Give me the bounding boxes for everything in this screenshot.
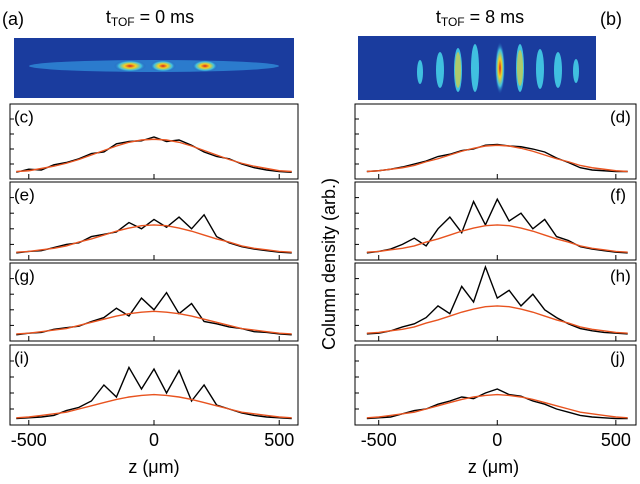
data-line bbox=[366, 224, 628, 253]
x-axis-label: z (μm) bbox=[128, 457, 179, 477]
image-title: tTOF = 8 ms bbox=[436, 7, 524, 29]
data-line bbox=[366, 305, 628, 334]
title-sub: TOF bbox=[441, 15, 465, 29]
x-tick-label: 0 bbox=[149, 430, 159, 450]
panel-frame bbox=[354, 181, 637, 261]
image-title: tTOF = 0 ms bbox=[106, 7, 194, 29]
title-main: t bbox=[106, 7, 111, 27]
title-main: t bbox=[436, 7, 441, 27]
panel-frame bbox=[354, 262, 637, 342]
data-line bbox=[16, 365, 292, 420]
data-line bbox=[16, 224, 292, 253]
panel-frame bbox=[354, 103, 637, 180]
title-rest: = 0 ms bbox=[135, 7, 195, 27]
panel-label: (j) bbox=[610, 348, 625, 367]
panel-label: (e) bbox=[14, 185, 35, 204]
image-blob bbox=[192, 60, 218, 72]
panel-label: (d) bbox=[610, 107, 631, 126]
image-label: (b) bbox=[600, 9, 622, 29]
panel-label: (i) bbox=[14, 348, 29, 367]
panel-frame bbox=[9, 344, 299, 426]
data-line bbox=[366, 144, 628, 173]
x-tick-label: -500 bbox=[11, 430, 47, 450]
title-rest: = 8 ms bbox=[465, 7, 525, 27]
data-line bbox=[16, 310, 292, 335]
data-line bbox=[366, 197, 628, 254]
image-blob bbox=[517, 50, 523, 86]
image-blob bbox=[495, 42, 505, 94]
panel-label: (h) bbox=[610, 266, 631, 285]
title-sub: TOF bbox=[111, 15, 135, 29]
data-line bbox=[366, 388, 628, 420]
image-blob bbox=[455, 52, 461, 88]
data-line bbox=[16, 136, 292, 173]
image-blob bbox=[150, 60, 176, 72]
data-line bbox=[366, 143, 628, 173]
data-line bbox=[16, 393, 292, 419]
image-blob bbox=[114, 60, 146, 72]
data-line bbox=[16, 291, 292, 336]
x-tick-label: 500 bbox=[264, 430, 294, 450]
data-line bbox=[366, 264, 628, 335]
data-line bbox=[16, 213, 292, 254]
panel-label: (c) bbox=[14, 107, 34, 126]
panel-frame bbox=[354, 344, 637, 426]
panel-label: (g) bbox=[14, 266, 35, 285]
x-tick-label: 0 bbox=[492, 430, 502, 450]
data-line bbox=[16, 138, 292, 173]
x-tick-label: -500 bbox=[361, 430, 397, 450]
x-tick-label: 500 bbox=[601, 430, 631, 450]
y-axis-label: Column density (arb.) bbox=[319, 178, 339, 350]
data-line bbox=[366, 393, 628, 419]
x-axis-label: z (μm) bbox=[468, 457, 519, 477]
image-label: (a) bbox=[2, 9, 24, 29]
panel-label: (f) bbox=[610, 185, 626, 204]
